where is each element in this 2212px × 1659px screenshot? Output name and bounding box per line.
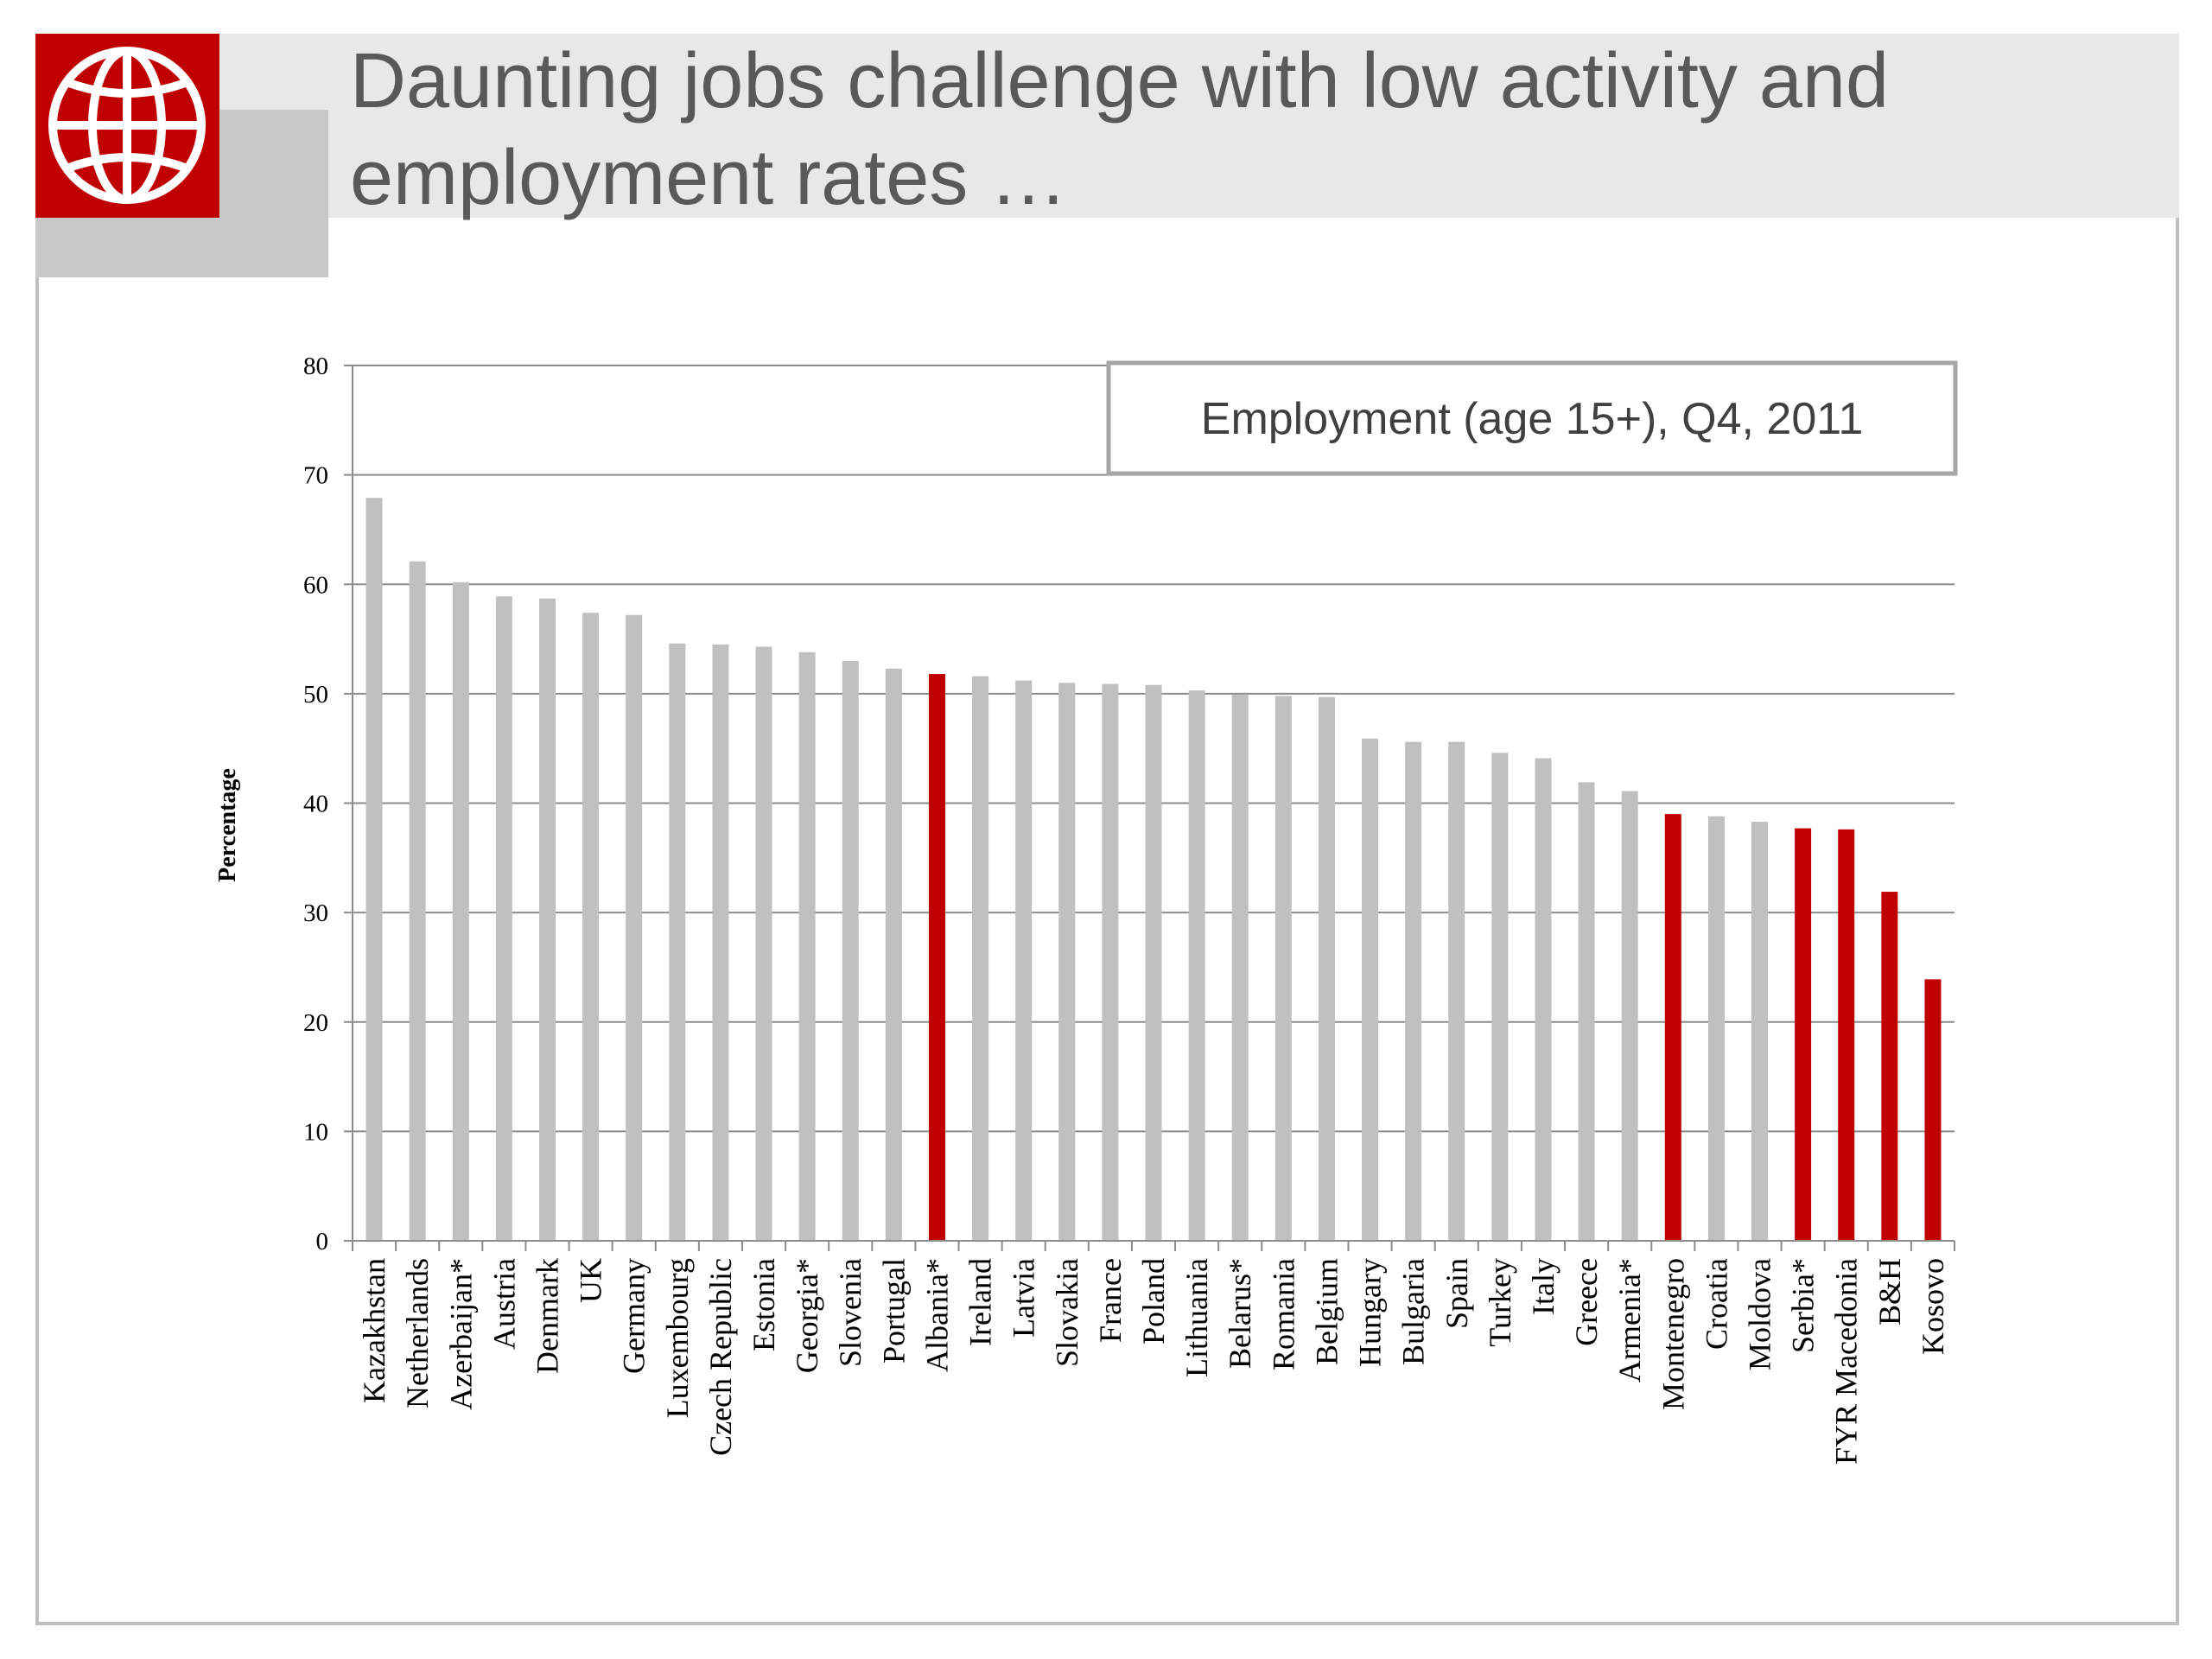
bar-denmark (538, 598, 556, 1241)
x-tick-label: Denmark (530, 1258, 564, 1374)
y-tick-label: 80 (303, 353, 328, 380)
x-tick-label: Poland (1136, 1258, 1171, 1344)
x-tick-label: Montenegro (1656, 1258, 1690, 1410)
x-tick-label: Greece (1569, 1258, 1604, 1346)
y-tick-label: 0 (316, 1228, 329, 1255)
x-tick-label: Estonia (747, 1258, 781, 1351)
axes (352, 365, 1955, 1251)
legend-box: Employment (age 15+), Q4, 2011 (1106, 360, 1958, 476)
x-tick-label: Belgium (1309, 1258, 1344, 1365)
y-tick-label: 30 (303, 899, 328, 927)
bar-bulgaria (1405, 741, 1422, 1241)
x-tick-label: FYR Macedonia (1829, 1258, 1864, 1465)
bar-montenegro (1664, 814, 1681, 1241)
x-tick-label: Austria (486, 1258, 521, 1350)
bar-b-h (1881, 892, 1898, 1241)
bar-slovenia (842, 660, 859, 1241)
x-tick-label: B&H (1872, 1258, 1907, 1325)
bar-lithuania (1188, 690, 1205, 1241)
bar-belarus (1231, 695, 1249, 1241)
bar-austria (495, 596, 512, 1241)
x-tick-label: France (1093, 1258, 1128, 1343)
bar-ireland (972, 676, 989, 1241)
y-tick-label: 70 (303, 462, 328, 490)
x-tick-label: Lithuania (1179, 1258, 1214, 1377)
bars (365, 498, 1942, 1241)
bar-romania (1274, 696, 1292, 1241)
x-tick-label: Romania (1266, 1258, 1300, 1370)
x-tick-label: Hungary (1353, 1258, 1388, 1367)
bar-portugal (885, 668, 902, 1241)
slide-title: Daunting jobs challenge with low activit… (350, 38, 1890, 221)
y-tick-label: 10 (303, 1118, 328, 1146)
y-axis-label: Percentage (214, 768, 241, 882)
y-tick-label: 50 (303, 681, 328, 709)
x-tick-label: Albania* (919, 1258, 954, 1372)
bar-france (1102, 683, 1119, 1241)
y-tick-label: 60 (303, 571, 328, 599)
bar-uk (582, 613, 600, 1241)
x-tick-label: Germany (617, 1258, 652, 1374)
x-tick-label: Belarus* (1223, 1258, 1257, 1369)
bar-kosovo (1924, 979, 1942, 1241)
x-tick-label: Moldova (1743, 1258, 1777, 1370)
x-tick-label: Georgia* (790, 1258, 824, 1373)
x-tick-label: Kosovo (1916, 1258, 1950, 1355)
bar-netherlands (409, 561, 426, 1241)
bar-fyr-macedonia (1838, 829, 1855, 1241)
x-tick-label: Netherlands (400, 1258, 435, 1408)
bar-luxembourg (669, 643, 686, 1241)
bar-georgia (798, 652, 816, 1241)
x-tick-label: Italy (1526, 1258, 1560, 1315)
bar-hungary (1362, 738, 1379, 1241)
bar-poland (1145, 684, 1162, 1241)
x-tick-label: Slovenia (833, 1258, 868, 1367)
title-band (35, 34, 2179, 218)
bar-greece (1578, 782, 1595, 1241)
x-tick-label: Czech Republic (703, 1258, 738, 1456)
x-tick-label: Slovakia (1050, 1258, 1084, 1367)
x-tick-labels: Kazakhstan Netherlands Azerbaijan* Austria D… (357, 1258, 1950, 1465)
x-tick-label: Croatia (1699, 1258, 1733, 1350)
x-tick-label: Bulgaria (1396, 1258, 1431, 1365)
bar-slovakia (1058, 683, 1076, 1241)
chart-title: Employment (age 15+), Q4, 2011 (1201, 394, 1863, 444)
x-tick-label: Luxembourg (660, 1258, 695, 1418)
bar-estonia (755, 646, 772, 1241)
bar-latvia (1015, 680, 1033, 1241)
bar-italy (1535, 758, 1552, 1241)
x-tick-label: Latvia (1007, 1258, 1041, 1338)
bar-spain (1448, 741, 1465, 1241)
x-tick-label: Ireland (963, 1258, 998, 1346)
y-tick-labels: 0 10 20 30 40 50 60 70 80 (303, 353, 328, 1255)
x-tick-label: UK (574, 1258, 608, 1303)
y-tick-label: 40 (303, 791, 328, 818)
x-tick-label: Turkey (1483, 1258, 1517, 1347)
x-tick-label: Portugal (876, 1258, 911, 1363)
bar-albania (928, 674, 945, 1241)
bar-moldova (1751, 822, 1769, 1241)
x-tick-label: Armenia* (1612, 1258, 1647, 1382)
bar-croatia (1707, 816, 1725, 1241)
bar-czech-republic (712, 644, 729, 1241)
x-tick-label: Serbia* (1786, 1258, 1821, 1353)
bar-armenia (1621, 791, 1638, 1241)
bar-kazakhstan (365, 498, 383, 1241)
x-tick-label: Spain (1440, 1258, 1474, 1329)
globe-icon (35, 34, 219, 218)
bar-germany (626, 614, 643, 1241)
x-tick-label: Kazakhstan (357, 1258, 391, 1403)
y-tick-label: 20 (303, 1009, 328, 1037)
bar-serbia (1795, 828, 1812, 1241)
bar-belgium (1318, 696, 1335, 1241)
bar-turkey (1491, 753, 1509, 1241)
bar-azerbaijan (452, 582, 469, 1241)
x-tick-label: Azerbaijan* (443, 1258, 478, 1410)
